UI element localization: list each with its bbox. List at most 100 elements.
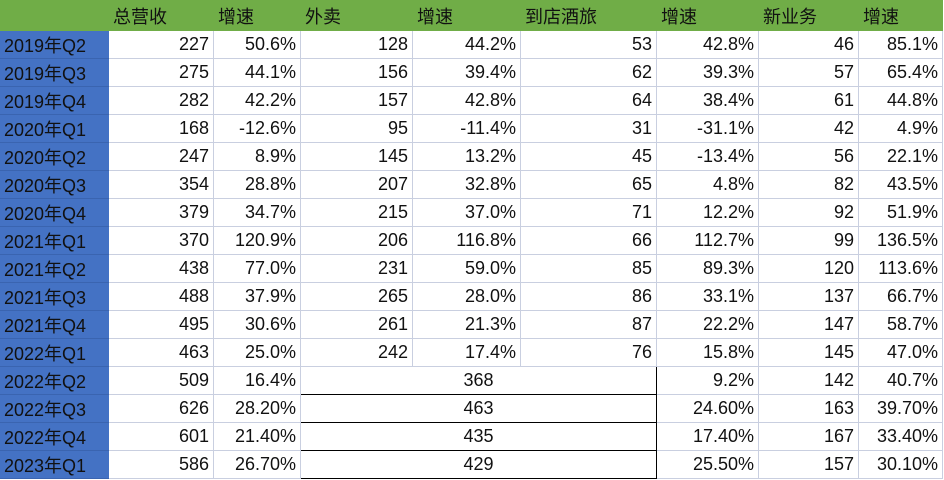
header-cell[interactable]: 增速 <box>858 0 943 31</box>
data-cell[interactable]: 51.9% <box>858 198 943 227</box>
data-cell[interactable]: 142 <box>758 366 859 395</box>
quarter-cell[interactable]: 2020年Q4 <box>0 198 109 227</box>
data-cell[interactable]: 242 <box>300 338 413 367</box>
data-cell[interactable]: 438 <box>108 254 214 283</box>
quarter-cell[interactable]: 2020年Q2 <box>0 142 109 171</box>
data-cell[interactable]: 99 <box>758 226 859 255</box>
data-cell[interactable]: 28.8% <box>213 170 301 199</box>
data-cell[interactable]: 120.9% <box>213 226 301 255</box>
data-cell[interactable]: 227 <box>108 30 214 59</box>
data-cell[interactable]: 24.60% <box>656 394 759 423</box>
data-cell[interactable]: 50.6% <box>213 30 301 59</box>
data-cell[interactable]: 42.8% <box>656 30 759 59</box>
data-cell[interactable]: 488 <box>108 282 214 311</box>
data-cell[interactable]: 4.9% <box>858 114 943 143</box>
data-cell[interactable]: 40.7% <box>858 366 943 395</box>
header-cell[interactable]: 外卖 <box>300 0 413 31</box>
quarter-cell[interactable]: 2020年Q3 <box>0 170 109 199</box>
data-cell[interactable]: 76 <box>520 338 657 367</box>
data-cell[interactable]: 21.40% <box>213 422 301 451</box>
data-cell[interactable]: 9.2% <box>656 366 759 395</box>
data-cell[interactable]: 137 <box>758 282 859 311</box>
data-cell[interactable]: 66 <box>520 226 657 255</box>
data-cell[interactable]: 38.4% <box>656 86 759 115</box>
data-cell[interactable]: 32.8% <box>412 170 521 199</box>
data-cell[interactable]: 157 <box>300 86 413 115</box>
data-cell[interactable]: 156 <box>300 58 413 87</box>
data-cell[interactable]: -13.4% <box>656 142 759 171</box>
data-cell[interactable]: 44.1% <box>213 58 301 87</box>
data-cell[interactable]: 39.3% <box>656 58 759 87</box>
data-cell[interactable]: 22.1% <box>858 142 943 171</box>
data-cell[interactable]: 56 <box>758 142 859 171</box>
data-cell[interactable]: 128 <box>300 30 413 59</box>
merged-cell[interactable]: 463 <box>300 394 657 423</box>
data-cell[interactable]: 82 <box>758 170 859 199</box>
quarter-cell[interactable]: 2021年Q2 <box>0 254 109 283</box>
data-cell[interactable]: 59.0% <box>412 254 521 283</box>
data-cell[interactable]: 57 <box>758 58 859 87</box>
data-cell[interactable]: 44.8% <box>858 86 943 115</box>
data-cell[interactable]: 30.6% <box>213 310 301 339</box>
quarter-cell[interactable]: 2021年Q1 <box>0 226 109 255</box>
data-cell[interactable]: 61 <box>758 86 859 115</box>
data-cell[interactable]: 53 <box>520 30 657 59</box>
data-cell[interactable]: 167 <box>758 422 859 451</box>
data-cell[interactable]: 89.3% <box>656 254 759 283</box>
merged-cell[interactable]: 368 <box>300 366 657 395</box>
data-cell[interactable]: 354 <box>108 170 214 199</box>
data-cell[interactable]: 64 <box>520 86 657 115</box>
quarter-cell[interactable]: 2020年Q1 <box>0 114 109 143</box>
data-cell[interactable]: 43.5% <box>858 170 943 199</box>
data-cell[interactable]: 275 <box>108 58 214 87</box>
data-cell[interactable]: 37.0% <box>412 198 521 227</box>
data-cell[interactable]: 21.3% <box>412 310 521 339</box>
data-cell[interactable]: -31.1% <box>656 114 759 143</box>
data-cell[interactable]: 261 <box>300 310 413 339</box>
data-cell[interactable]: 28.20% <box>213 394 301 423</box>
data-cell[interactable]: 113.6% <box>858 254 943 283</box>
data-cell[interactable]: 13.2% <box>412 142 521 171</box>
data-cell[interactable]: 120 <box>758 254 859 283</box>
data-cell[interactable]: 58.7% <box>858 310 943 339</box>
data-cell[interactable]: 22.2% <box>656 310 759 339</box>
data-cell[interactable]: 45 <box>520 142 657 171</box>
data-cell[interactable]: 16.4% <box>213 366 301 395</box>
data-cell[interactable]: 47.0% <box>858 338 943 367</box>
data-cell[interactable]: 62 <box>520 58 657 87</box>
data-cell[interactable]: 85 <box>520 254 657 283</box>
data-cell[interactable]: 15.8% <box>656 338 759 367</box>
data-cell[interactable]: 92 <box>758 198 859 227</box>
data-cell[interactable]: 207 <box>300 170 413 199</box>
quarter-cell[interactable]: 2022年Q1 <box>0 338 109 367</box>
data-cell[interactable]: -11.4% <box>412 114 521 143</box>
data-cell[interactable]: 65 <box>520 170 657 199</box>
data-cell[interactable]: 247 <box>108 142 214 171</box>
data-cell[interactable]: 215 <box>300 198 413 227</box>
quarter-cell[interactable]: 2019年Q3 <box>0 58 109 87</box>
data-cell[interactable]: 4.8% <box>656 170 759 199</box>
data-cell[interactable]: 379 <box>108 198 214 227</box>
data-cell[interactable]: 601 <box>108 422 214 451</box>
quarter-cell[interactable]: 2021年Q3 <box>0 282 109 311</box>
data-cell[interactable]: 31 <box>520 114 657 143</box>
data-cell[interactable]: 30.10% <box>858 450 943 479</box>
data-cell[interactable]: 37.9% <box>213 282 301 311</box>
data-cell[interactable]: 116.8% <box>412 226 521 255</box>
data-cell[interactable]: 71 <box>520 198 657 227</box>
data-cell[interactable]: 66.7% <box>858 282 943 311</box>
data-cell[interactable]: 265 <box>300 282 413 311</box>
data-cell[interactable]: 231 <box>300 254 413 283</box>
data-cell[interactable]: 42 <box>758 114 859 143</box>
data-cell[interactable]: 463 <box>108 338 214 367</box>
data-cell[interactable]: 26.70% <box>213 450 301 479</box>
data-cell[interactable]: 87 <box>520 310 657 339</box>
data-cell[interactable]: 39.70% <box>858 394 943 423</box>
quarter-cell[interactable]: 2019年Q4 <box>0 86 109 115</box>
data-cell[interactable]: 85.1% <box>858 30 943 59</box>
data-cell[interactable]: 77.0% <box>213 254 301 283</box>
merged-cell[interactable]: 435 <box>300 422 657 451</box>
data-cell[interactable]: 34.7% <box>213 198 301 227</box>
data-cell[interactable]: 17.40% <box>656 422 759 451</box>
header-cell[interactable]: 新业务 <box>758 0 859 31</box>
